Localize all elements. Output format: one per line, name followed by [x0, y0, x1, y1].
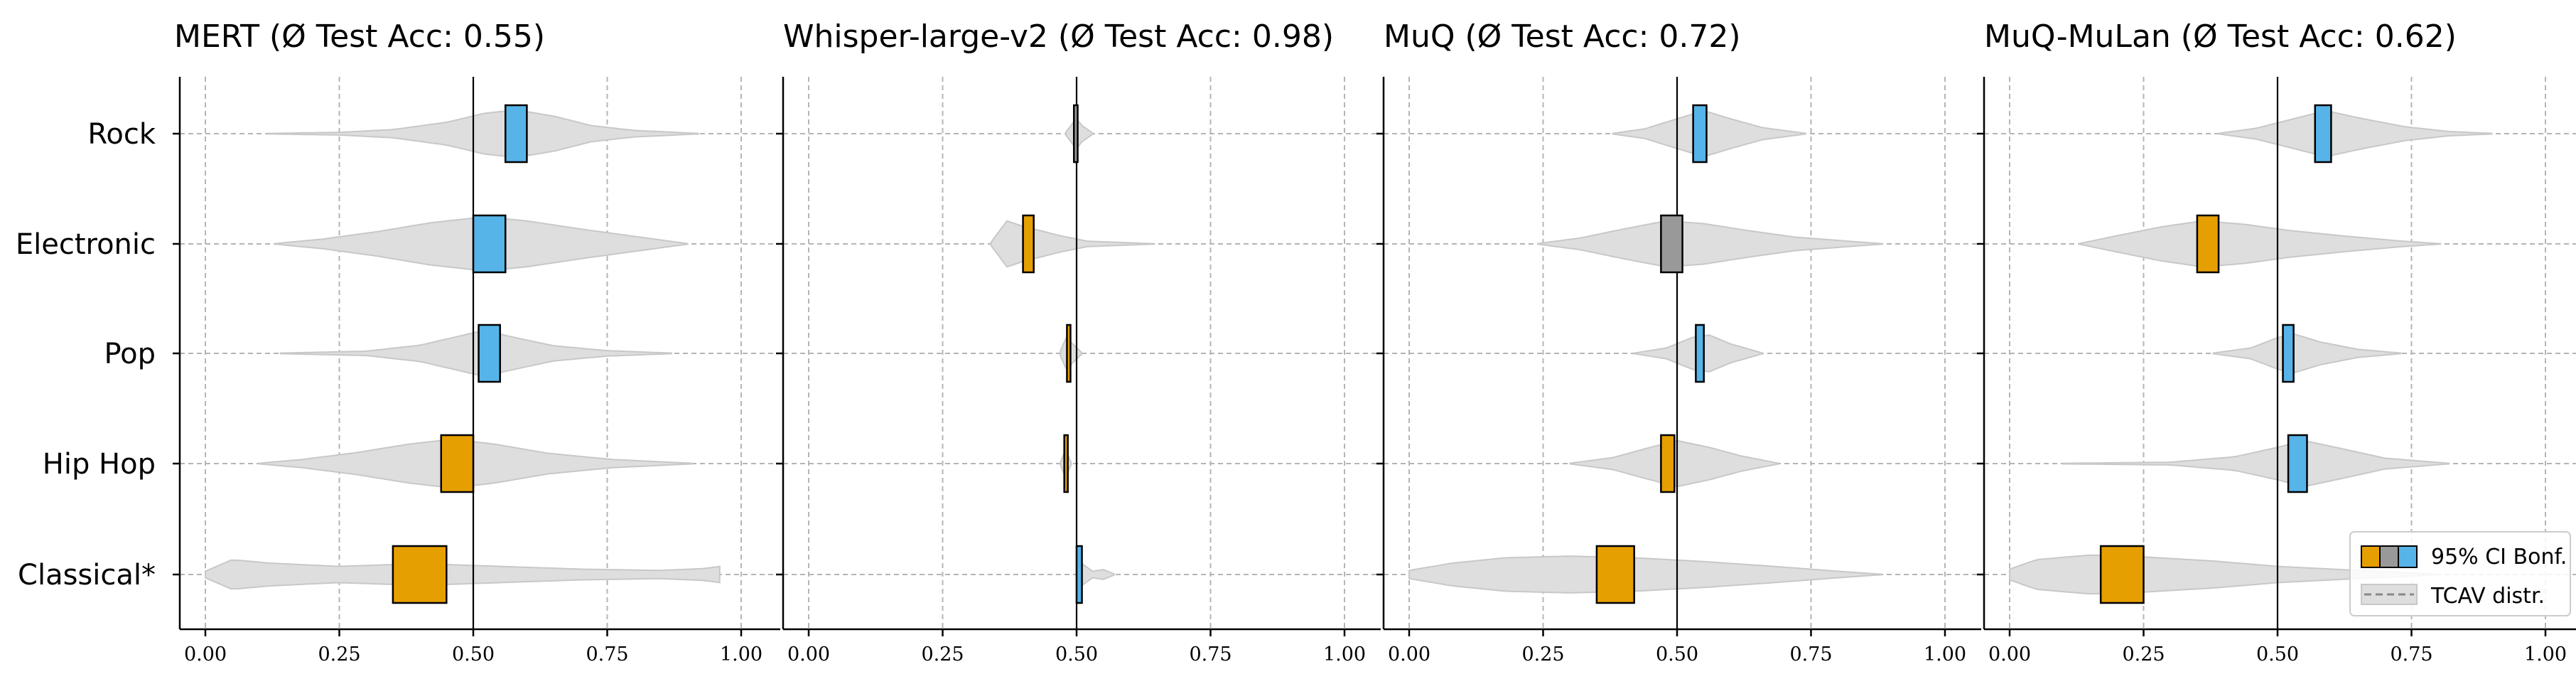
x-tick-label: 0.50 — [2256, 643, 2299, 666]
ci-box-pop — [478, 324, 501, 383]
x-tick-label: 0.50 — [1656, 643, 1698, 666]
ci-box-rock — [2314, 104, 2332, 164]
ci-box-classical — [1595, 545, 1635, 604]
ci-box-rock — [1072, 104, 1079, 164]
x-tick-label: 0.00 — [184, 643, 227, 666]
legend: 95% CI Bonf. TCAV distr. — [2349, 531, 2571, 616]
ci-box-classical — [1075, 545, 1083, 604]
x-tick-label: 0.75 — [2390, 643, 2432, 666]
violin-rock — [269, 109, 699, 158]
panel-4: MuQ-MuLan (Ø Test Acc: 0.62) 0.00 0.25 0.50… — [1977, 18, 2576, 666]
violin-electronic — [1537, 220, 1882, 268]
y-tick-label: Rock — [87, 118, 156, 151]
ci-box-pop — [2282, 324, 2295, 383]
y-tick-label: Pop — [104, 338, 156, 370]
x-tick-label: 0.00 — [1988, 643, 2031, 666]
ci-box-classical — [392, 545, 448, 604]
panel-title: MuQ (Ø Test Acc: 0.72) — [1384, 18, 1741, 55]
panel-2: Whisper-large-v2 (Ø Test Acc: 0.98) 0.00 0… — [776, 18, 1381, 666]
y-tick-label: Electronic — [16, 228, 156, 261]
violin-rock — [2218, 110, 2493, 157]
violin-classical — [205, 559, 721, 590]
ci-box-hiphop — [1063, 434, 1069, 493]
ci-box-hiphop — [2287, 434, 2308, 493]
legend-swatch-neutral — [2379, 545, 2399, 568]
y-tick-label: Classical* — [18, 559, 156, 592]
x-tick-label: 0.25 — [318, 643, 360, 666]
violin-rock — [1612, 110, 1806, 157]
x-tick-label: 0.50 — [1055, 643, 1098, 666]
ci-box-pop — [1695, 324, 1705, 383]
x-tick-label: 1.00 — [1924, 643, 1966, 666]
violin-electronic — [990, 220, 1153, 268]
x-tick-label: 0.25 — [1521, 643, 1564, 666]
ci-box-classical — [2099, 545, 2145, 604]
violin-pop — [279, 330, 672, 377]
violin-hiphop — [2062, 440, 2450, 487]
panel-title: MuQ-MuLan (Ø Test Acc: 0.62) — [1984, 18, 2457, 55]
legend-swatch-negative — [2361, 545, 2381, 568]
legend-swatch-positive — [2398, 545, 2418, 568]
x-tick-label: 0.00 — [1388, 643, 1430, 666]
ci-box-electronic — [1022, 214, 1035, 274]
x-tick-label: 1.00 — [1323, 643, 1366, 666]
x-tick-label: 0.50 — [452, 643, 495, 666]
x-tick-label: 1.00 — [2524, 643, 2567, 666]
x-tick-label: 0.75 — [586, 643, 628, 666]
x-tick-label: 0.25 — [921, 643, 964, 666]
ci-box-electronic — [2196, 214, 2220, 274]
ci-box-pop — [1066, 324, 1072, 383]
x-tick-label: 1.00 — [720, 643, 762, 666]
legend-tcav-label: TCAV distr. — [2430, 584, 2545, 609]
ci-box-rock — [1692, 104, 1708, 164]
panel-1: MERT (Ø Test Acc: 0.55) Rock Electronic Pop… — [16, 18, 780, 666]
ci-box-hiphop — [1660, 434, 1676, 493]
violin-pop — [2212, 333, 2402, 374]
violin-classical — [1076, 560, 1115, 589]
x-tick-label: 0.00 — [787, 643, 830, 666]
violin-hiphop — [258, 439, 694, 488]
legend-ci-label: 95% CI Bonf. — [2431, 545, 2567, 570]
violin-electronic — [2079, 220, 2440, 268]
panel-title: MERT (Ø Test Acc: 0.55) — [174, 18, 545, 55]
ci-box-hiphop — [440, 434, 475, 493]
y-tick-label: Hip Hop — [43, 448, 156, 481]
panel-3: MuQ (Ø Test Acc: 0.72) 0.00 0.25 0.50 0.75 1.… — [1376, 18, 1981, 666]
panel-title: Whisper-large-v2 (Ø Test Acc: 0.98) — [783, 18, 1334, 55]
ci-box-electronic — [472, 214, 507, 274]
x-tick-label: 0.75 — [1789, 643, 1832, 666]
x-tick-label: 0.75 — [1189, 643, 1232, 666]
violin-rock — [1065, 117, 1094, 150]
violin-classical — [1408, 555, 1882, 594]
ci-box-rock — [504, 104, 528, 164]
ci-box-electronic — [1660, 214, 1683, 274]
x-tick-label: 0.25 — [2122, 643, 2165, 666]
